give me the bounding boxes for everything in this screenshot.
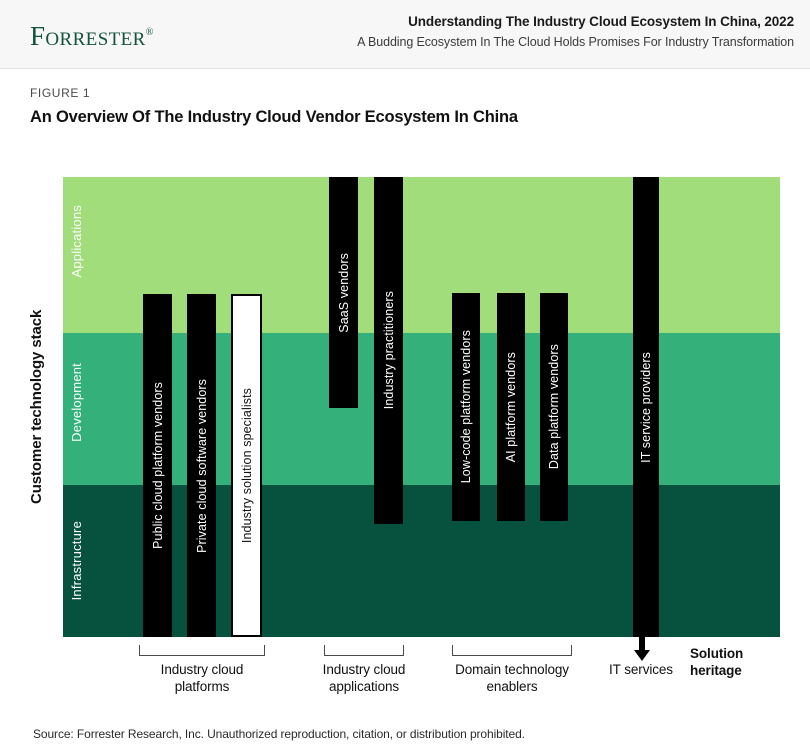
bar-label: Public cloud platform vendors bbox=[150, 382, 165, 549]
header-title-block: Understanding The Industry Cloud Ecosyst… bbox=[234, 13, 794, 51]
group-label-line-1: Domain technology bbox=[455, 662, 569, 677]
group-label-line-1: IT services bbox=[609, 662, 673, 677]
chart-plot-area: Applications Development Infrastructure … bbox=[63, 177, 780, 637]
bar-data-platform-vendors[interactable]: Data platform vendors bbox=[540, 293, 568, 521]
bar-label: Industry practitioners bbox=[381, 291, 396, 410]
band-development: Development bbox=[63, 333, 780, 485]
bracket-industry-cloud-applications bbox=[324, 645, 404, 656]
bar-ai-platform-vendors[interactable]: AI platform vendors bbox=[497, 293, 525, 521]
bar-label: SaaS vendors bbox=[336, 252, 351, 333]
group-label-industry-cloud-applications: Industry cloud applications bbox=[284, 661, 444, 695]
report-subtitle: A Budding Ecosystem In The Cloud Holds P… bbox=[357, 35, 794, 49]
bar-saas-vendors[interactable]: SaaS vendors bbox=[329, 177, 358, 408]
bar-label: IT service providers bbox=[639, 351, 653, 463]
group-label-industry-cloud-platforms: Industry cloud platforms bbox=[122, 661, 282, 695]
group-label-it-services: IT services bbox=[587, 661, 695, 678]
forrester-logo: Forrester® bbox=[30, 21, 154, 52]
it-services-arrow-head bbox=[634, 650, 650, 661]
group-label-line-2: enablers bbox=[486, 679, 538, 694]
group-label-line-1: Industry cloud bbox=[160, 662, 244, 677]
registered-mark: ® bbox=[145, 27, 154, 38]
bar-it-service-providers[interactable]: IT service providers bbox=[633, 177, 659, 637]
bar-label: Private cloud software vendors bbox=[194, 378, 209, 553]
report-title: Understanding The Industry Cloud Ecosyst… bbox=[408, 14, 794, 29]
x-axis-title-line-1: Solution bbox=[690, 646, 744, 661]
page-header: Forrester® Understanding The Industry Cl… bbox=[0, 0, 810, 69]
band-label-development: Development bbox=[69, 363, 84, 442]
figure-label: FIGURE 1 bbox=[30, 86, 91, 100]
band-infrastructure: Infrastructure bbox=[63, 485, 780, 637]
group-label-line-2: applications bbox=[328, 679, 400, 694]
bracket-industry-cloud-platforms bbox=[139, 645, 265, 656]
bar-industry-solution-specialists[interactable]: Industry solution specialists bbox=[231, 294, 262, 637]
brand-name: Forrester bbox=[30, 21, 146, 51]
it-services-arrow-shaft bbox=[639, 637, 645, 651]
group-label-line-2: platforms bbox=[174, 679, 230, 694]
x-axis-title-line-2: heritage bbox=[690, 663, 742, 678]
x-axis-title: Solution heritage bbox=[690, 645, 800, 679]
source-note: Source: Forrester Research, Inc. Unautho… bbox=[33, 727, 525, 741]
bar-low-code-platform-vendors[interactable]: Low-code platform vendors bbox=[452, 293, 480, 521]
bracket-domain-technology-enablers bbox=[452, 645, 572, 656]
bar-label: Data platform vendors bbox=[547, 344, 561, 470]
bar-industry-practitioners[interactable]: Industry practitioners bbox=[374, 177, 403, 524]
bar-label: AI platform vendors bbox=[504, 351, 518, 463]
bar-label: Low-code platform vendors bbox=[459, 330, 473, 484]
group-label-line-1: Industry cloud bbox=[322, 662, 406, 677]
band-label-infrastructure: Infrastructure bbox=[69, 521, 84, 601]
y-axis-title: Customer technology stack bbox=[28, 309, 45, 505]
band-label-applications: Applications bbox=[69, 205, 84, 278]
bar-label: Industry solution specialists bbox=[239, 387, 254, 544]
bar-public-cloud-platform-vendors[interactable]: Public cloud platform vendors bbox=[143, 294, 172, 637]
figure-title: An Overview Of The Industry Cloud Vendor… bbox=[30, 108, 518, 126]
bar-private-cloud-software-vendors[interactable]: Private cloud software vendors bbox=[187, 294, 216, 637]
group-label-domain-technology-enablers: Domain technology enablers bbox=[432, 661, 592, 695]
band-applications: Applications bbox=[63, 177, 780, 333]
